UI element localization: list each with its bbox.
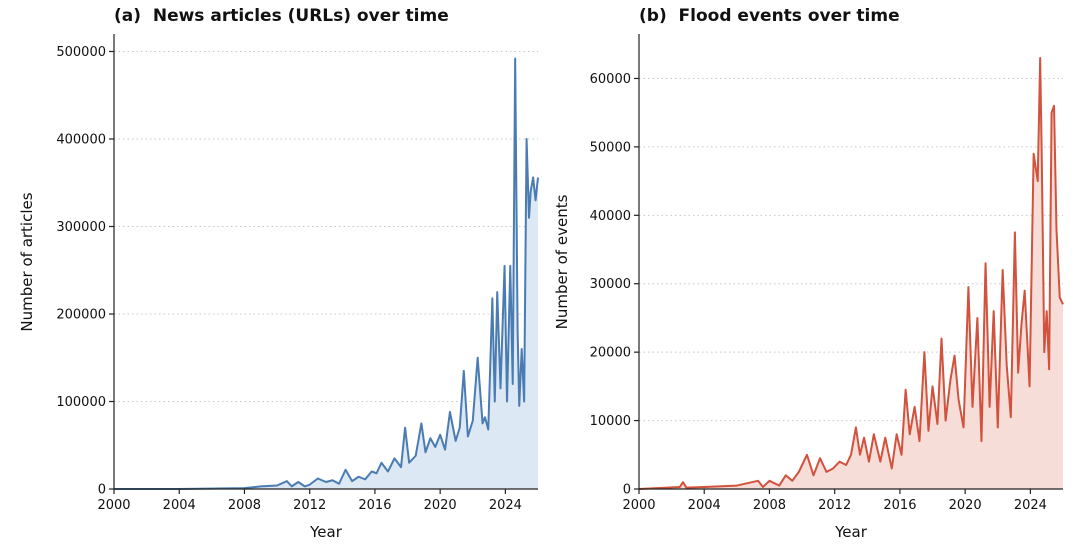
panelb-xtick-label: 2020	[949, 498, 982, 513]
panelb-ytick-label: 40000	[590, 209, 631, 224]
panel-b-xlabel: Year	[834, 523, 868, 541]
panel-b-area-fill	[639, 57, 1063, 489]
panelb-xtick-label: 2012	[818, 498, 851, 513]
panel-a-title: (a) News articles (URLs) over time	[114, 6, 449, 26]
panela-xtick-label: 2020	[424, 498, 457, 513]
panel-b-y-ticks: 0 10000 20000 30000 40000 50000 60000	[590, 72, 639, 498]
panel-b-x-ticks: 2000 2004 2008 2012 2016 2020 2024	[622, 489, 1047, 513]
panelb-xtick-label: 2024	[1014, 498, 1047, 513]
panela-ytick-label: 300000	[56, 220, 106, 235]
panelb-ytick-label: 0	[623, 483, 631, 498]
panela-xtick-label: 2000	[97, 498, 130, 513]
panelb-ytick-label: 10000	[590, 414, 631, 429]
panelb-xtick-label: 2008	[753, 498, 786, 513]
panelb-ytick-label: 20000	[590, 346, 631, 361]
panel-a-x-ticks: 2000 2004 2008 2012 2016 2020 2024	[97, 489, 522, 513]
panela-ytick-label: 0	[98, 483, 106, 498]
panelb-xtick-label: 2000	[622, 498, 655, 513]
panelb-ytick-label: 50000	[590, 140, 631, 155]
panel-b-title: (b) Flood events over time	[639, 6, 900, 26]
panela-ytick-label: 100000	[56, 395, 106, 410]
panel-a-y-ticks: 0 100000 200000 300000 400000 500000	[56, 45, 114, 498]
panela-ytick-label: 500000	[56, 45, 106, 60]
panela-xtick-label: 2016	[358, 498, 391, 513]
panelb-xtick-label: 2016	[883, 498, 916, 513]
panelb-ytick-label: 60000	[590, 72, 631, 87]
panel-a-gridlines	[114, 51, 538, 402]
panela-xtick-label: 2024	[489, 498, 522, 513]
panel-b: (b) Flood events over time Year Number o…	[553, 6, 1064, 541]
panela-xtick-label: 2012	[293, 498, 326, 513]
panel-a-area-fill	[114, 58, 538, 489]
panel-b-series-line	[638, 56, 1064, 490]
panela-ytick-label: 400000	[56, 133, 106, 148]
panela-ytick-label: 200000	[56, 308, 106, 323]
panelb-xtick-label: 2004	[688, 498, 721, 513]
panel-a-ylabel: Number of articles	[18, 192, 36, 331]
panela-xtick-label: 2004	[163, 498, 196, 513]
panela-xtick-label: 2008	[228, 498, 261, 513]
panelb-ytick-label: 30000	[590, 277, 631, 292]
panel-a: (a) News articles (URLs) over time Year …	[18, 6, 539, 541]
panel-a-xlabel: Year	[309, 523, 343, 541]
panel-b-gridlines	[639, 77, 1063, 422]
panel-a-series-line	[114, 57, 539, 490]
panel-b-ylabel: Number of events	[553, 194, 571, 329]
